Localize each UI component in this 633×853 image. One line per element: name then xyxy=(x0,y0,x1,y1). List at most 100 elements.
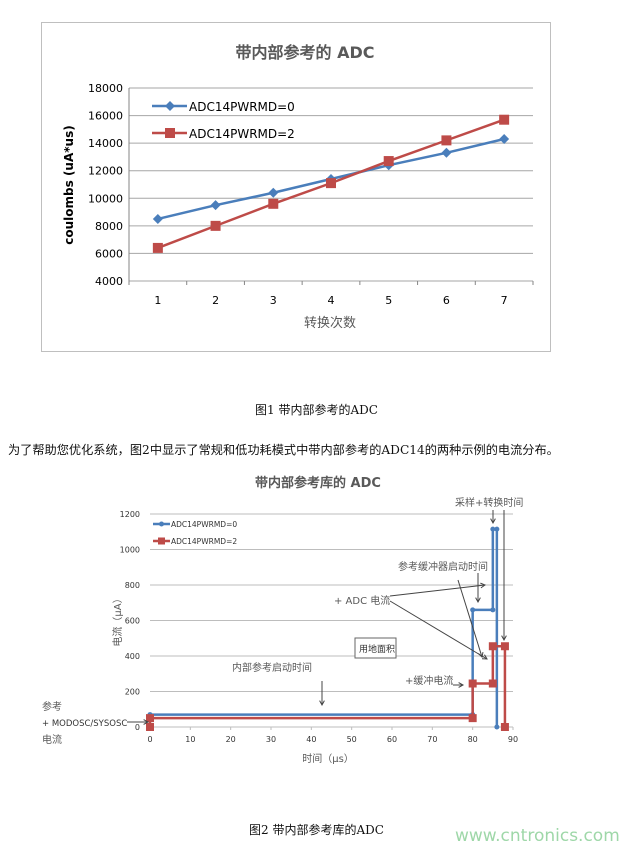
arrow-line xyxy=(457,579,483,658)
arrowhead xyxy=(475,597,481,604)
x-tick-label: 5 xyxy=(385,294,392,307)
arrowhead xyxy=(458,682,465,688)
arrowhead xyxy=(480,582,487,589)
data-point xyxy=(152,242,163,253)
x-tick-label: 6 xyxy=(443,294,450,307)
y-tick-label: 0 xyxy=(135,723,140,732)
data-point xyxy=(468,679,477,688)
arrowhead xyxy=(490,518,496,525)
y-tick-label: 4000 xyxy=(95,275,123,288)
annotation-adc-current: + ADC 电流 xyxy=(334,594,390,607)
annotation-ref-buffer-start: 参考缓冲器启动时间 xyxy=(398,560,488,573)
x-tick-label: 4 xyxy=(328,294,335,307)
figure2-caption: 图2 带内部参考库的ADC xyxy=(249,823,384,837)
chart1: 带内部参考的 ADC 40006000800010000120001400016… xyxy=(62,43,534,331)
x-tick-label: 60 xyxy=(387,735,397,744)
chart1-title: 带内部参考的 ADC xyxy=(236,43,375,62)
chart1-ylabel: coulombs (uA*us) xyxy=(62,125,76,244)
legend-marker xyxy=(165,101,175,111)
x-tick-label: 50 xyxy=(347,735,357,744)
x-tick-label: 2 xyxy=(212,294,219,307)
legend-label: ADC14PWRMD=0 xyxy=(189,100,295,114)
data-point xyxy=(326,178,336,189)
y-tick-label: 6000 xyxy=(95,247,123,260)
y-tick-label: 200 xyxy=(125,688,140,697)
data-point xyxy=(500,723,509,731)
x-tick-label: 1 xyxy=(154,294,161,307)
annotation-buffer-current: +缓冲电流 xyxy=(405,674,453,687)
y-tick-label: 14000 xyxy=(88,137,123,150)
x-tick-label: 90 xyxy=(508,735,518,744)
y-tick-label: 18000 xyxy=(88,82,123,95)
x-tick-label: 7 xyxy=(501,294,508,307)
data-point xyxy=(268,198,279,209)
y-tick-label: 10000 xyxy=(88,192,123,205)
data-point xyxy=(152,213,163,224)
chart2-xlabel: 时间（μs） xyxy=(302,752,354,765)
data-point xyxy=(488,679,497,688)
annotation-arrows xyxy=(127,510,507,725)
data-point xyxy=(500,642,509,651)
data-point xyxy=(468,714,477,723)
data-point xyxy=(488,642,497,651)
left-label-1: 参考 xyxy=(42,700,62,713)
arrowhead xyxy=(319,700,325,707)
chart2-ylabel: 电流（μA） xyxy=(111,593,124,646)
data-point xyxy=(499,134,510,145)
data-point xyxy=(146,714,154,723)
y-tick-label: 12000 xyxy=(88,165,123,178)
x-tick-label: 80 xyxy=(468,735,478,744)
chart2-title: 带内部参考库的 ADC xyxy=(255,475,381,491)
legend-label: ADC14PWRMD=2 xyxy=(171,537,237,546)
y-tick-label: 8000 xyxy=(95,220,123,233)
x-tick-label: 3 xyxy=(270,294,277,307)
data-point xyxy=(441,147,452,158)
figure1-caption: 图1 带内部参考的ADC xyxy=(255,403,378,417)
arrow-line xyxy=(389,584,486,597)
legend-label: ADC14PWRMD=2 xyxy=(189,127,295,141)
arrowhead xyxy=(143,719,150,725)
y-tick-label: 1200 xyxy=(120,510,140,519)
data-point xyxy=(490,607,496,613)
x-tick-label: 10 xyxy=(185,735,195,744)
y-tick-label: 400 xyxy=(125,652,140,661)
watermark: www.cntronics.com xyxy=(455,826,620,846)
left-label-3: 电流 xyxy=(42,733,62,746)
annotation-sample-convert: 采样+转换时间 xyxy=(455,496,523,509)
y-tick-label: 600 xyxy=(125,617,140,626)
annotation-internal-ref-start: 内部参考启动时间 xyxy=(232,661,312,674)
x-tick-label: 70 xyxy=(427,735,437,744)
data-point xyxy=(210,220,221,231)
data-point xyxy=(494,526,500,532)
arrowhead xyxy=(501,635,507,642)
x-tick-label: 40 xyxy=(306,735,316,744)
data-point xyxy=(499,114,510,125)
annotation-area-box: 用地面积 xyxy=(359,643,395,655)
data-point xyxy=(441,135,452,146)
data-point xyxy=(470,607,476,613)
data-point xyxy=(146,723,154,731)
area-box xyxy=(354,637,397,659)
y-tick-label: 800 xyxy=(125,581,140,590)
legend-marker xyxy=(165,128,175,138)
data-point xyxy=(268,187,279,198)
paragraph: 为了帮助您优化系统，图2中显示了常规和低功耗模式中带内部参考的ADC14的两种示… xyxy=(8,443,559,457)
x-tick-label: 0 xyxy=(147,735,152,744)
legend-label: ADC14PWRMD=0 xyxy=(171,520,237,529)
data-point xyxy=(383,156,394,167)
series-line xyxy=(150,527,499,727)
chart1-frame xyxy=(41,22,551,352)
left-label-2: + MODOSC/SYSOSC xyxy=(42,719,127,729)
arrowhead xyxy=(481,654,488,660)
data-point xyxy=(210,200,221,211)
legend-marker xyxy=(158,537,165,545)
arrow-line xyxy=(389,600,488,660)
x-tick-label: 20 xyxy=(226,735,236,744)
chart2: 带内部参考库的 ADC 0 200 400 600 800 1000 1200 0 10 20 30… xyxy=(42,475,523,765)
y-tick-label: 1000 xyxy=(120,546,140,555)
data-point xyxy=(490,526,496,532)
chart1-xlabel: 转换次数 xyxy=(304,315,356,331)
y-tick-label: 16000 xyxy=(88,110,123,123)
legend-marker xyxy=(159,521,164,527)
